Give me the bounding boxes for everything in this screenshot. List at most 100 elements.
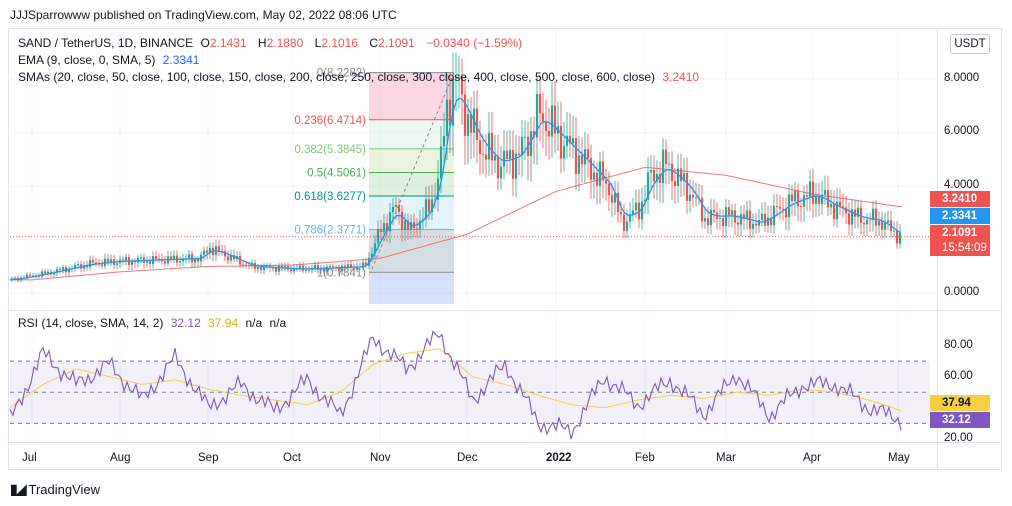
candle (637, 189, 641, 229)
time-tick-jul: Jul (22, 452, 37, 464)
rsi-value: 32.12 (170, 316, 201, 330)
candle (508, 129, 512, 175)
candle (271, 264, 275, 272)
candle (349, 260, 353, 272)
candle (643, 184, 647, 215)
fib-level-label: 0.5(4.5061) (307, 167, 366, 179)
candle (373, 235, 377, 260)
price-legend: SAND / TetherUS, 1D, BINANCE O2.1431 H2.… (18, 36, 526, 50)
candle (616, 181, 620, 223)
candle (139, 253, 143, 264)
candle (46, 268, 50, 277)
candle (154, 251, 158, 263)
candle (397, 198, 401, 225)
candle (280, 262, 284, 272)
candle (766, 205, 770, 233)
candle (883, 212, 887, 239)
candle (163, 255, 167, 267)
candle (97, 258, 101, 267)
candle (838, 188, 842, 216)
brand-label: TradingView (28, 482, 101, 497)
time-tick-mar: Mar (716, 452, 736, 464)
candle (67, 266, 71, 277)
time-axis-divider (8, 442, 1002, 443)
candle (874, 200, 878, 237)
open-label: O (200, 36, 210, 50)
candle (205, 246, 209, 260)
candle (424, 186, 428, 228)
candle (562, 121, 566, 172)
candle (751, 213, 755, 238)
candle (568, 112, 572, 158)
fibonacci-retracement[interactable]: 0(8.2282) 0.236(6.4714) 0.382(5.3845) 0.5(4… (294, 68, 455, 304)
candle (325, 264, 329, 276)
price-badge: 2.1091 (930, 225, 990, 241)
candle (208, 242, 212, 260)
tradingview-logo-icon: ▮◢ (10, 481, 27, 497)
candle (703, 206, 707, 230)
fib-level-label: 0.236(6.4714) (294, 115, 366, 127)
sma-label[interactable]: SMAs (20, close, 50, close, 100, close, … (18, 70, 656, 84)
candle (148, 255, 152, 269)
countdown-badge: 15:54:09 (930, 240, 990, 256)
symbol-label[interactable]: SAND / TetherUS, 1D, BINANCE (18, 36, 194, 50)
candle (793, 182, 797, 216)
candle (511, 130, 515, 197)
candle (52, 270, 56, 278)
candle (778, 194, 782, 220)
candle (664, 139, 668, 185)
brand[interactable]: ▮◢ TradingView (10, 481, 100, 498)
candle (55, 266, 59, 277)
candle (283, 262, 287, 272)
candle (676, 154, 680, 203)
candle (682, 157, 686, 196)
open-value: 2.1431 (209, 36, 247, 50)
candle (172, 250, 176, 264)
candle (313, 261, 317, 272)
candle (400, 205, 404, 242)
rsi-label[interactable]: RSI (14, close, SMA, 14, 2) (18, 316, 164, 330)
candle (763, 202, 767, 232)
candle (709, 198, 713, 235)
candle (889, 210, 893, 238)
candle (817, 182, 821, 217)
candle (850, 199, 854, 236)
candle (145, 256, 149, 268)
candle (757, 209, 761, 233)
sma-legend: SMAs (20, close, 50, close, 100, close, … (18, 70, 703, 84)
candle (841, 193, 845, 218)
candle (700, 184, 704, 229)
candle (658, 161, 662, 203)
candle (361, 258, 365, 270)
candle (352, 263, 356, 273)
fib-level-label: 0.618(3.6277) (294, 191, 366, 203)
currency-button[interactable]: USDT (950, 34, 990, 54)
rsi-badge: 32.12 (930, 412, 990, 428)
candle (775, 193, 779, 217)
candle (301, 261, 305, 274)
time-tick-sep: Sep (198, 452, 219, 464)
candle (124, 253, 128, 266)
change-value: −0.0340 (−1.59%) (426, 36, 523, 50)
candle (433, 182, 437, 209)
candle (460, 58, 464, 125)
candle (496, 134, 500, 190)
candle (673, 167, 677, 204)
candle (598, 151, 602, 205)
candle (712, 199, 716, 223)
candle (169, 250, 173, 263)
candle (532, 116, 536, 165)
candle (622, 203, 626, 239)
candle (538, 74, 542, 142)
ema-label[interactable]: EMA (9, close, 0, SMA, 5) (18, 53, 156, 67)
candle (802, 185, 806, 222)
candle (130, 258, 134, 271)
candle (502, 130, 506, 180)
candle (100, 259, 104, 269)
candle (784, 197, 788, 230)
candle (103, 253, 107, 270)
candle (724, 199, 728, 239)
candle (160, 253, 164, 265)
rsi-ma-badge: 37.94 (930, 395, 990, 411)
